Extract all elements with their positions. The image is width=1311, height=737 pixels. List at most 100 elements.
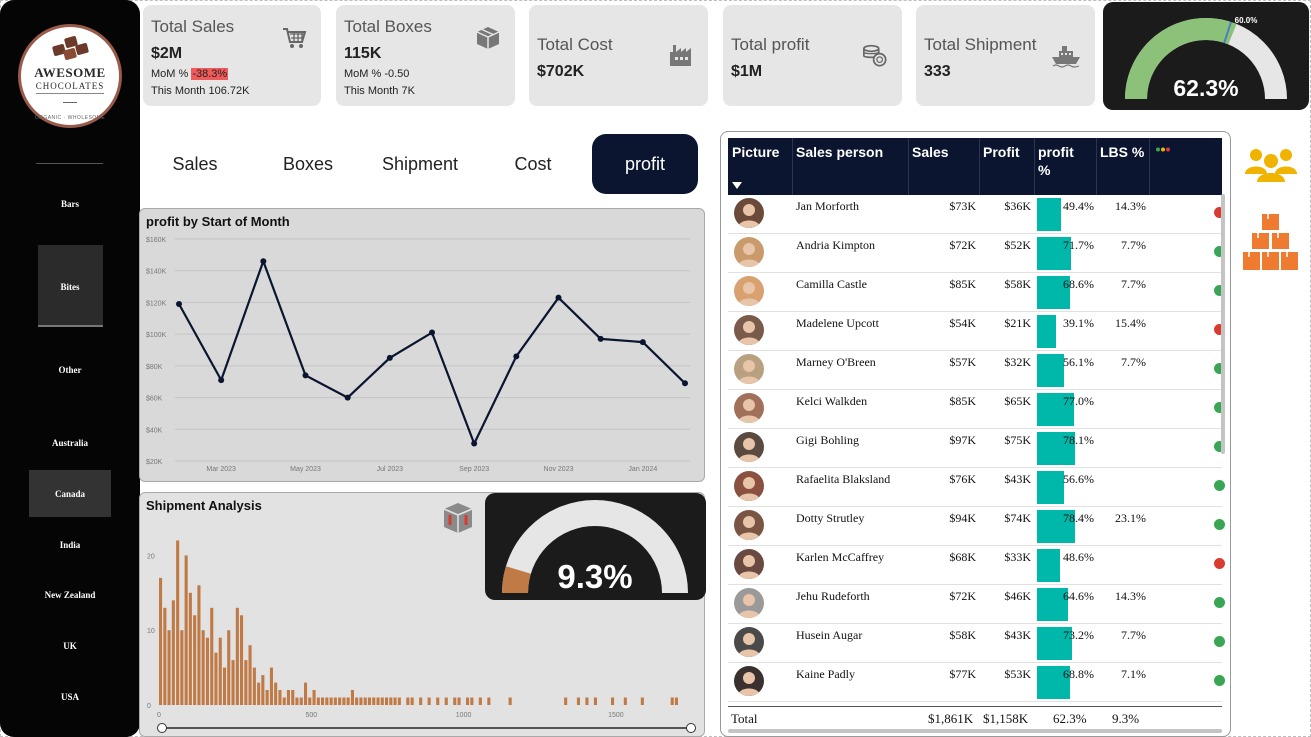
histogram-bar[interactable]: [376, 697, 380, 706]
tab-boxes[interactable]: Boxes: [282, 153, 334, 174]
histogram-bar[interactable]: [295, 697, 299, 706]
table-row[interactable]: Rafaelita Blaksland $76K $43K 56.6%: [728, 468, 1225, 507]
histogram-bar[interactable]: [235, 607, 239, 705]
histogram-bar[interactable]: [611, 697, 615, 706]
histogram-bar[interactable]: [159, 577, 163, 705]
histogram-bar[interactable]: [338, 697, 342, 706]
range-slider-handle-start[interactable]: [157, 723, 167, 733]
histogram-bar[interactable]: [231, 660, 235, 705]
histogram-bar[interactable]: [363, 697, 367, 706]
data-point[interactable]: [639, 339, 646, 346]
histogram-bar[interactable]: [269, 667, 273, 705]
histogram-bar[interactable]: [453, 697, 457, 706]
data-point[interactable]: [682, 380, 688, 387]
table-row[interactable]: Kaine Padly $77K $53K 68.8% 7.1%: [728, 663, 1225, 702]
histogram-bar[interactable]: [329, 697, 333, 706]
histogram-bar[interactable]: [576, 697, 580, 706]
data-point[interactable]: [386, 354, 393, 361]
country-slicer-uk[interactable]: UK: [63, 641, 77, 651]
data-point[interactable]: [260, 258, 267, 265]
histogram-bar[interactable]: [342, 697, 346, 706]
table-row[interactable]: Jan Morforth $73K $36K 49.4% 14.3%: [728, 195, 1225, 234]
histogram-bar[interactable]: [257, 682, 261, 705]
histogram-bar[interactable]: [466, 697, 470, 706]
histogram-bar[interactable]: [380, 697, 384, 706]
table-row[interactable]: Madelene Upcott $54K $21K 39.1% 15.4%: [728, 312, 1225, 351]
histogram-bar[interactable]: [210, 607, 214, 705]
tab-sales[interactable]: Sales: [172, 153, 218, 174]
histogram-bar[interactable]: [163, 607, 167, 705]
histogram-bar[interactable]: [291, 690, 295, 705]
histogram-bar[interactable]: [244, 660, 248, 705]
histogram-bar[interactable]: [674, 697, 678, 706]
col-header-sales[interactable]: Sales: [912, 144, 949, 160]
col-header-profit[interactable]: Profit: [983, 144, 1020, 160]
histogram-bar[interactable]: [623, 697, 627, 706]
histogram-bar[interactable]: [359, 697, 363, 706]
histogram-bar[interactable]: [193, 615, 197, 705]
histogram-bar[interactable]: [167, 630, 171, 705]
histogram-bar[interactable]: [201, 630, 205, 705]
data-point[interactable]: [302, 372, 309, 379]
table-row[interactable]: Jehu Rudeforth $72K $46K 64.6% 14.3%: [728, 585, 1225, 624]
histogram-bar[interactable]: [265, 690, 269, 705]
histogram-bar[interactable]: [197, 585, 201, 705]
category-slicer-other[interactable]: Other: [58, 365, 82, 375]
histogram-bar[interactable]: [593, 697, 597, 706]
histogram-bar[interactable]: [457, 697, 461, 706]
histogram-bar[interactable]: [248, 645, 252, 705]
data-point[interactable]: [218, 377, 225, 384]
histogram-bar[interactable]: [218, 637, 222, 705]
col-header-profit-pct[interactable]: profit %: [1038, 144, 1074, 178]
country-slicer-australia[interactable]: Australia: [52, 438, 88, 448]
histogram-bar[interactable]: [240, 615, 244, 705]
histogram-bar[interactable]: [397, 697, 401, 706]
table-row[interactable]: Karlen McCaffrey $68K $33K 48.6%: [728, 546, 1225, 585]
histogram-bar[interactable]: [286, 690, 290, 705]
histogram-bar[interactable]: [321, 697, 325, 706]
data-point[interactable]: [513, 353, 520, 360]
histogram-bar[interactable]: [227, 630, 231, 705]
histogram-bar[interactable]: [419, 697, 423, 706]
tab-shipment[interactable]: Shipment: [381, 153, 459, 174]
histogram-bar[interactable]: [282, 697, 286, 706]
histogram-bar[interactable]: [304, 682, 308, 705]
histogram-bar[interactable]: [436, 697, 440, 706]
table-row[interactable]: Kelci Walkden $85K $65K 77.0%: [728, 390, 1225, 429]
histogram-bar[interactable]: [312, 690, 316, 705]
tab-profit[interactable]: profit: [592, 134, 698, 194]
col-header-lbs-pct[interactable]: LBS %: [1100, 144, 1145, 160]
col-header-sales-person[interactable]: Sales person: [796, 144, 884, 160]
histogram-bar[interactable]: [585, 697, 589, 706]
histogram-bar[interactable]: [316, 697, 320, 706]
data-point[interactable]: [555, 294, 562, 301]
histogram-bar[interactable]: [355, 697, 359, 706]
histogram-bar[interactable]: [278, 690, 282, 705]
data-point[interactable]: [176, 301, 182, 308]
table-row[interactable]: Andria Kimpton $72K $52K 71.7% 7.7%: [728, 234, 1225, 273]
histogram-bar[interactable]: [346, 697, 350, 706]
histogram-bar[interactable]: [205, 637, 209, 705]
histogram-bar[interactable]: [274, 682, 278, 705]
table-row[interactable]: Dotty Strutley $94K $74K 78.4% 23.1%: [728, 507, 1225, 546]
tab-cost[interactable]: Cost: [514, 153, 552, 174]
histogram-bar[interactable]: [308, 697, 312, 706]
country-slicer-usa[interactable]: USA: [60, 692, 79, 702]
category-slicer-bars[interactable]: Bars: [61, 199, 79, 209]
histogram-bar[interactable]: [252, 667, 256, 705]
histogram-bar[interactable]: [171, 600, 175, 705]
table-row[interactable]: Gigi Bohling $97K $75K 78.1%: [728, 429, 1225, 468]
histogram-bar[interactable]: [410, 697, 414, 706]
sort-desc-icon[interactable]: [732, 182, 742, 189]
histogram-bar[interactable]: [427, 697, 431, 706]
col-header-picture[interactable]: Picture: [732, 144, 780, 160]
table-row[interactable]: Husein Augar $58K $43K 73.2% 7.7%: [728, 624, 1225, 663]
data-point[interactable]: [597, 335, 604, 342]
histogram-bar[interactable]: [372, 697, 376, 706]
histogram-bar[interactable]: [350, 690, 354, 705]
histogram-bar[interactable]: [385, 697, 389, 706]
country-slicer-canada[interactable]: Canada: [54, 489, 85, 499]
histogram-bar[interactable]: [180, 630, 184, 705]
histogram-bar[interactable]: [406, 697, 410, 706]
table-vertical-scrollbar[interactable]: [1221, 194, 1225, 454]
